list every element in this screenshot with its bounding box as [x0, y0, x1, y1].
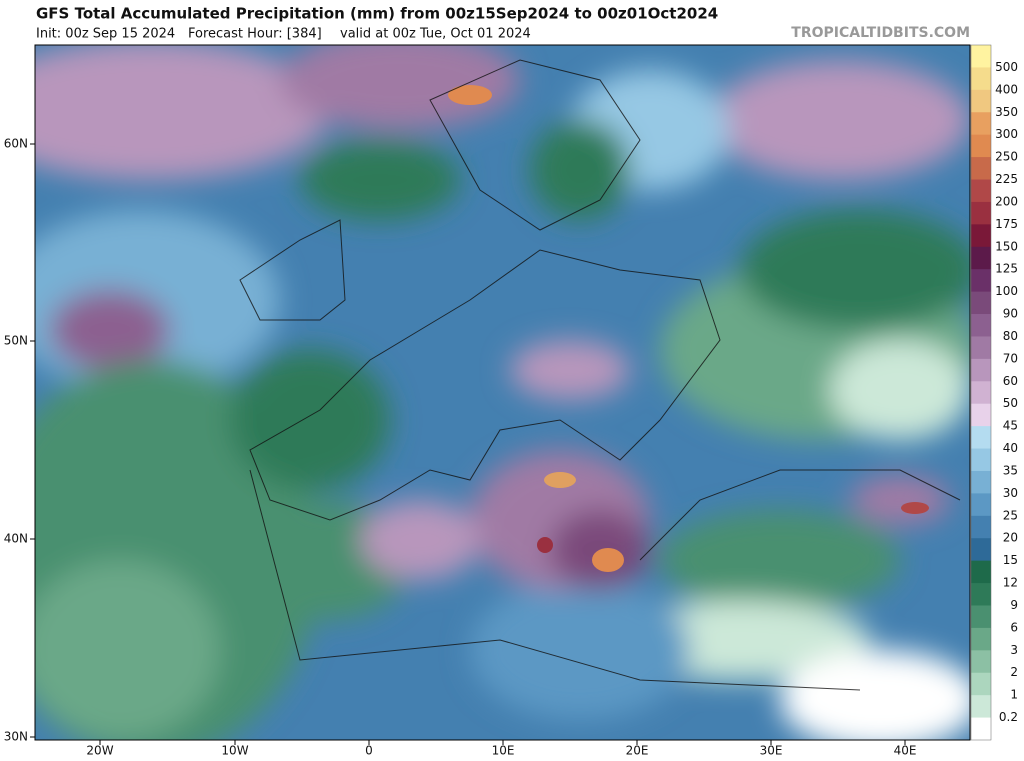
colorbar-cell: [971, 717, 991, 741]
colorbar-label: 12: [1003, 576, 1018, 590]
colorbar-cell: [971, 291, 991, 315]
title: GFS Total Accumulated Precipitation (mm)…: [36, 5, 718, 23]
lon-label: 30E: [760, 744, 783, 758]
lat-label: 30N: [4, 730, 28, 744]
colorbar-cell: [971, 560, 991, 584]
colorbar-cell: [971, 650, 991, 674]
colorbar-cell: [971, 381, 991, 405]
colorbar-label: 150: [995, 239, 1018, 253]
map: [35, 45, 970, 740]
colorbar-label: 200: [995, 194, 1018, 208]
colorbar-cell: [971, 134, 991, 158]
lat-label: 60N: [4, 137, 28, 151]
colorbar-label: 50: [1003, 396, 1018, 410]
colorbar-label: 20: [1003, 531, 1018, 545]
colorbar-frame: [970, 44, 992, 741]
colorbar-cell: [971, 269, 991, 293]
colorbar-cell: [971, 67, 991, 91]
colorbar-cell: [971, 605, 991, 629]
colorbar-cell: [971, 470, 991, 494]
colorbar-cell: [971, 314, 991, 337]
lon-label: 40E: [894, 744, 917, 758]
colorbar-cell: [971, 89, 991, 113]
colorbar-label: 175: [995, 217, 1018, 231]
colorbar-label: 6: [1010, 620, 1018, 634]
lat-label: 50N: [4, 334, 28, 348]
lon-label: 10E: [492, 744, 515, 758]
colorbar-cell: [971, 157, 991, 181]
colorbar-cell: [971, 538, 991, 562]
colorbar-label: 30: [1003, 486, 1018, 500]
colorbar-cell: [971, 179, 991, 203]
colorbar-label: 100: [995, 284, 1018, 298]
colorbar-label: 300: [995, 127, 1018, 141]
colorbar-label: 90: [1003, 307, 1018, 321]
colorbar-cell: [971, 358, 991, 382]
colorbar-label: 225: [995, 172, 1018, 186]
colorbar-label: 500: [995, 60, 1018, 74]
colorbar-cell: [971, 112, 991, 136]
colorbar-label: 1: [1010, 688, 1018, 702]
lon-label: 20W: [86, 744, 113, 758]
colorbar-cell: [971, 672, 991, 696]
colorbar-cell: [971, 493, 991, 517]
lon-label: 20E: [626, 744, 649, 758]
lat-label: 40N: [4, 532, 28, 546]
colorbar-label: 15: [1003, 553, 1018, 567]
colorbar-cell: [971, 201, 991, 225]
lon-label: 0: [365, 744, 373, 758]
colorbar-cell: [971, 246, 991, 270]
colorbar-cell: [971, 627, 991, 651]
colorbar-label: 70: [1003, 351, 1018, 365]
colorbar-label: 80: [1003, 329, 1018, 343]
colorbar-label: 400: [995, 82, 1018, 96]
colorbar-cell: [971, 45, 991, 68]
map-axes: 20W 10W 0 10E 20E 30E 40E 60N 50N 40N 30N: [4, 137, 917, 758]
watermark: TROPICALTIDBITS.COM: [791, 25, 970, 41]
init-time: Init: 00z Sep 15 2024: [36, 27, 175, 42]
colorbar-label: 60: [1003, 374, 1018, 388]
valid-time: valid at 00z Tue, Oct 01 2024: [340, 27, 531, 42]
colorbar-label: 2: [1010, 665, 1018, 679]
colorbar-label: 250: [995, 150, 1018, 164]
colorbar-cell: [971, 426, 991, 450]
lon-label: 10W: [221, 744, 248, 758]
colorbar-label: 3: [1010, 643, 1018, 657]
colorbar-cell: [971, 336, 991, 360]
colorbar-label: 0.2: [999, 710, 1018, 724]
colorbar: 5004003503002502252001751501251009080706…: [970, 44, 1018, 741]
colorbar-cell: [971, 403, 991, 427]
colorbar-cell: [971, 695, 991, 719]
forecast-hour: Forecast Hour: [384]: [188, 27, 322, 42]
colorbar-cell: [971, 224, 991, 248]
colorbar-cell: [971, 448, 991, 472]
colorbar-label: 9: [1010, 598, 1018, 612]
colorbar-label: 350: [995, 105, 1018, 119]
colorbar-label: 40: [1003, 441, 1018, 455]
colorbar-label: 125: [995, 262, 1018, 276]
colorbar-label: 25: [1003, 508, 1018, 522]
colorbar-cell: [971, 583, 991, 606]
colorbar-cell: [971, 515, 991, 539]
colorbar-label: 45: [1003, 419, 1018, 433]
colorbar-label: 35: [1003, 463, 1018, 477]
